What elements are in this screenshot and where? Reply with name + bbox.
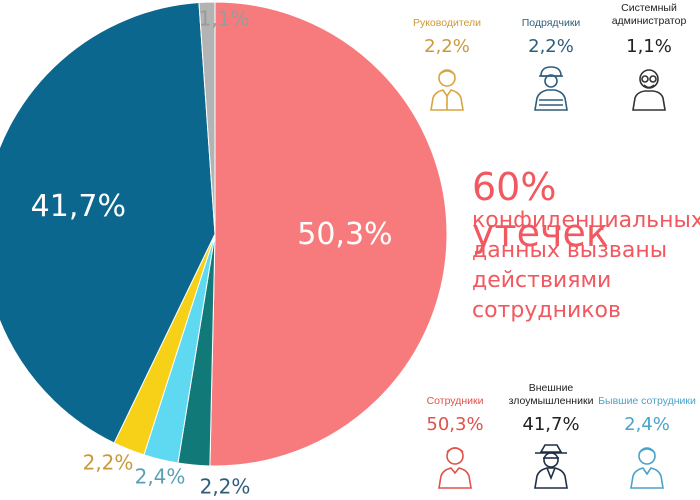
- pie-slice-label: 50,3%: [297, 217, 392, 252]
- headline-line-4: сотрудников: [472, 298, 621, 323]
- headline-line-1: конфиденциальных: [472, 208, 700, 233]
- legend-label: Сотрудники: [426, 395, 484, 407]
- pie-slice: [0, 2, 216, 444]
- legend-former-employees: Бывшие сотрудники 2,4%: [592, 380, 700, 490]
- legend-value: 50,3%: [426, 414, 484, 435]
- pie-slice-label: 2,2%: [83, 451, 134, 475]
- pie-slice-label: 1,1%: [199, 7, 250, 31]
- legend-value: 2,2%: [528, 36, 574, 57]
- hacker-icon: [534, 444, 568, 489]
- pie-slice-label: 2,4%: [135, 465, 186, 489]
- headline-main: 60% утечек: [472, 165, 609, 255]
- pie-slice: [198, 1, 216, 235]
- legend-label: Подрядчики: [521, 17, 581, 29]
- legend-value: 41,7%: [522, 414, 580, 435]
- former-employee-icon: [630, 447, 664, 489]
- builder-icon: [534, 66, 568, 111]
- legend-label: Руководители: [412, 17, 482, 29]
- legend-label: Внешние злоумышленники: [508, 382, 594, 407]
- legend-value: 1,1%: [626, 36, 672, 57]
- legend-sysadmin: Системный администратор 1,1%: [594, 2, 700, 112]
- legend-label: Системный администратор: [611, 2, 687, 27]
- pie-slice: [209, 1, 448, 467]
- legend-external-attackers: Внешние злоумышленники 41,7%: [496, 380, 606, 490]
- admin-icon: [632, 69, 666, 111]
- legend-employees: Сотрудники 50,3%: [400, 380, 510, 490]
- employee-icon: [438, 447, 472, 489]
- legend-value: 2,4%: [624, 414, 670, 435]
- headline-line-3: действиями: [472, 268, 612, 293]
- pie-slice-label: 41,7%: [31, 189, 126, 224]
- legend-managers: Руководители 2,2%: [392, 2, 502, 112]
- legend-contractors: Подрядчики 2,2%: [496, 2, 606, 112]
- manager-icon: [430, 69, 464, 111]
- legend-label: Бывшие сотрудники: [598, 395, 696, 407]
- headline-line-2: данных вызваны: [472, 238, 668, 263]
- pie-slice-label: 2,2%: [200, 475, 251, 499]
- legend-value: 2,2%: [424, 36, 470, 57]
